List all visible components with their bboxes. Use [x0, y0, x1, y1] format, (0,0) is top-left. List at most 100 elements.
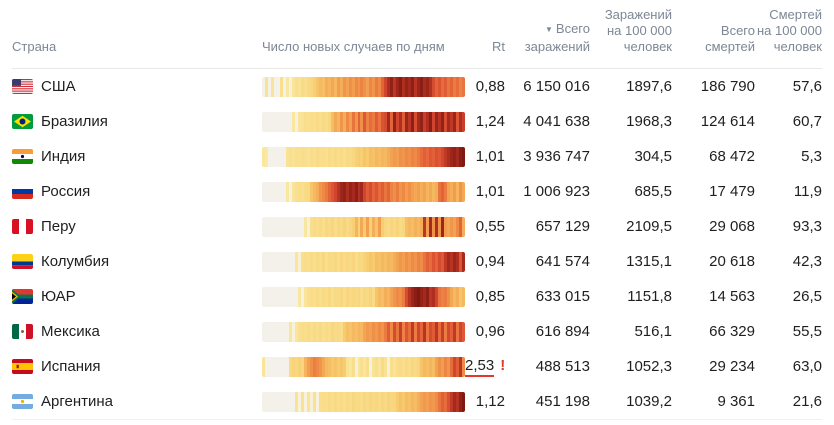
co-flag-icon [12, 254, 33, 269]
total-cases-value: 641 574 [535, 253, 590, 270]
total-cases-value: 4 041 638 [523, 113, 590, 130]
total-deaths-value: 29 234 [709, 358, 755, 375]
daily-cases-heatmap [262, 76, 465, 97]
deaths-per-100k-value: 21,6 [792, 393, 822, 410]
table-body: США 0,88 6 150 016 1897,6 186 790 57,6 Бразили… [12, 69, 822, 420]
rt-cell: 0,88 [465, 78, 505, 95]
country-link[interactable]: Россия [41, 183, 91, 200]
deaths-per-100k-value: 5,3 [801, 148, 822, 165]
daily-cases-heatmap [262, 251, 465, 272]
pe-flag-icon [12, 219, 33, 234]
rt-cell: 1,24 [465, 113, 505, 130]
cases-per-100k-value: 1897,6 [626, 78, 672, 95]
rt-cell: 0,96 [465, 323, 505, 340]
country-cell[interactable]: Колумбия [12, 253, 262, 270]
daily-cases-heatmap [262, 111, 465, 132]
country-link[interactable]: Колумбия [41, 253, 110, 270]
country-cell[interactable]: ЮАР [12, 288, 262, 305]
total-cases-value: 6 150 016 [523, 78, 590, 95]
total-cases-value: 1 006 923 [523, 183, 590, 200]
daily-cases-heatmap [262, 356, 465, 377]
sort-desc-icon: ▼ [544, 25, 553, 34]
country-link[interactable]: Перу [41, 218, 76, 235]
country-cell[interactable]: Перу [12, 218, 262, 235]
deaths-per-100k-value: 60,7 [792, 113, 822, 130]
column-header-total-deaths[interactable]: Всего смертей [705, 23, 755, 54]
es-flag-icon [12, 359, 33, 374]
br-flag-icon [12, 114, 33, 129]
country-cell[interactable]: Аргентина [12, 393, 262, 410]
rt-value: 0,88 [475, 78, 505, 95]
rt-cell: 0,94 [465, 253, 505, 270]
deaths-per-100k-value: 57,6 [792, 78, 822, 95]
column-header-country[interactable]: Страна [12, 39, 57, 54]
cases-per-100k-value: 2109,5 [626, 218, 672, 235]
column-header-rt[interactable]: Rt [492, 39, 505, 54]
country-cell[interactable]: Мексика [12, 323, 262, 340]
column-header-total-cases[interactable]: ▼ Всего заражений [505, 21, 590, 55]
table-row[interactable]: Бразилия 1,24 4 041 638 1968,3 124 614 60,7 [12, 104, 822, 139]
country-link[interactable]: ЮАР [41, 288, 76, 305]
rt-value: 0,94 [475, 253, 505, 270]
za-flag-icon [12, 289, 33, 304]
country-link[interactable]: США [41, 78, 76, 95]
rt-cell: 1,12 [465, 393, 505, 410]
rt-value: 0,85 [475, 288, 505, 305]
daily-cases-heatmap [262, 321, 465, 342]
country-cell[interactable]: Индия [12, 148, 262, 165]
cases-per-100k-value: 685,5 [634, 183, 672, 200]
rt-cell: 0,85 [465, 288, 505, 305]
country-link[interactable]: Испания [41, 358, 101, 375]
table-row[interactable]: Перу 0,55 657 129 2109,5 29 068 93,3 [12, 209, 822, 244]
deaths-per-100k-value: 93,3 [792, 218, 822, 235]
total-cases-value: 488 513 [535, 358, 590, 375]
total-deaths-value: 124 614 [700, 113, 755, 130]
country-link[interactable]: Индия [41, 148, 86, 165]
column-header-daily-cases[interactable]: Число новых случаев по дням [262, 39, 445, 54]
table-row[interactable]: Аргентина 1,12 451 198 1039,2 9 361 21,6 [12, 384, 822, 419]
column-header-total-cases-label: Всего заражений [524, 21, 590, 54]
country-cell[interactable]: Россия [12, 183, 262, 200]
deaths-per-100k-value: 26,5 [792, 288, 822, 305]
total-cases-value: 657 129 [535, 218, 590, 235]
in-flag-icon [12, 149, 33, 164]
table-row[interactable]: Индия 1,01 3 936 747 304,5 68 472 5,3 [12, 139, 822, 174]
rt-value: 1,01 [475, 148, 505, 165]
country-link[interactable]: Бразилия [41, 113, 108, 130]
country-cell[interactable]: США [12, 78, 262, 95]
ru-flag-icon [12, 184, 33, 199]
deaths-per-100k-value: 63,0 [792, 358, 822, 375]
table-row[interactable]: Россия 1,01 1 006 923 685,5 17 479 11,9 [12, 174, 822, 209]
ar-flag-icon [12, 394, 33, 409]
daily-cases-heatmap [262, 286, 465, 307]
country-link[interactable]: Аргентина [41, 393, 113, 410]
rt-value: 1,12 [475, 393, 505, 410]
deaths-per-100k-value: 42,3 [792, 253, 822, 270]
daily-cases-heatmap [262, 181, 465, 202]
country-cell[interactable]: Испания [12, 358, 262, 375]
cases-per-100k-value: 1151,8 [627, 288, 672, 305]
cases-per-100k-value: 1968,3 [626, 113, 672, 130]
total-deaths-value: 186 790 [700, 78, 755, 95]
total-cases-value: 633 015 [535, 288, 590, 305]
rt-cell: 2,53! [465, 357, 505, 377]
table-row[interactable]: Колумбия 0,94 641 574 1315,1 20 618 42,3 [12, 244, 822, 279]
table-row[interactable]: Мексика 0,96 616 894 516,1 66 329 55,5 [12, 314, 822, 349]
country-link[interactable]: Мексика [41, 323, 100, 340]
country-cell[interactable]: Бразилия [12, 113, 262, 130]
daily-cases-heatmap [262, 216, 465, 237]
column-header-cases-per-100k[interactable]: Заражений на 100 000 человек [604, 7, 672, 54]
total-deaths-value: 14 563 [709, 288, 755, 305]
cases-per-100k-value: 1315,1 [626, 253, 672, 270]
daily-cases-heatmap [262, 146, 465, 167]
total-cases-value: 616 894 [535, 323, 590, 340]
rt-cell: 0,55 [465, 218, 505, 235]
cases-per-100k-value: 1039,2 [626, 393, 672, 410]
total-deaths-value: 17 479 [709, 183, 755, 200]
cases-per-100k-value: 304,5 [634, 148, 672, 165]
table-row[interactable]: США 0,88 6 150 016 1897,6 186 790 57,6 [12, 69, 822, 104]
column-header-deaths-per-100k[interactable]: Смертей на 100 000 человек [756, 7, 822, 54]
table-row[interactable]: Испания 2,53! 488 513 1052,3 29 234 63,0 [12, 349, 822, 384]
table-row[interactable]: ЮАР 0,85 633 015 1151,8 14 563 26,5 [12, 279, 822, 314]
total-deaths-value: 9 361 [717, 393, 755, 410]
